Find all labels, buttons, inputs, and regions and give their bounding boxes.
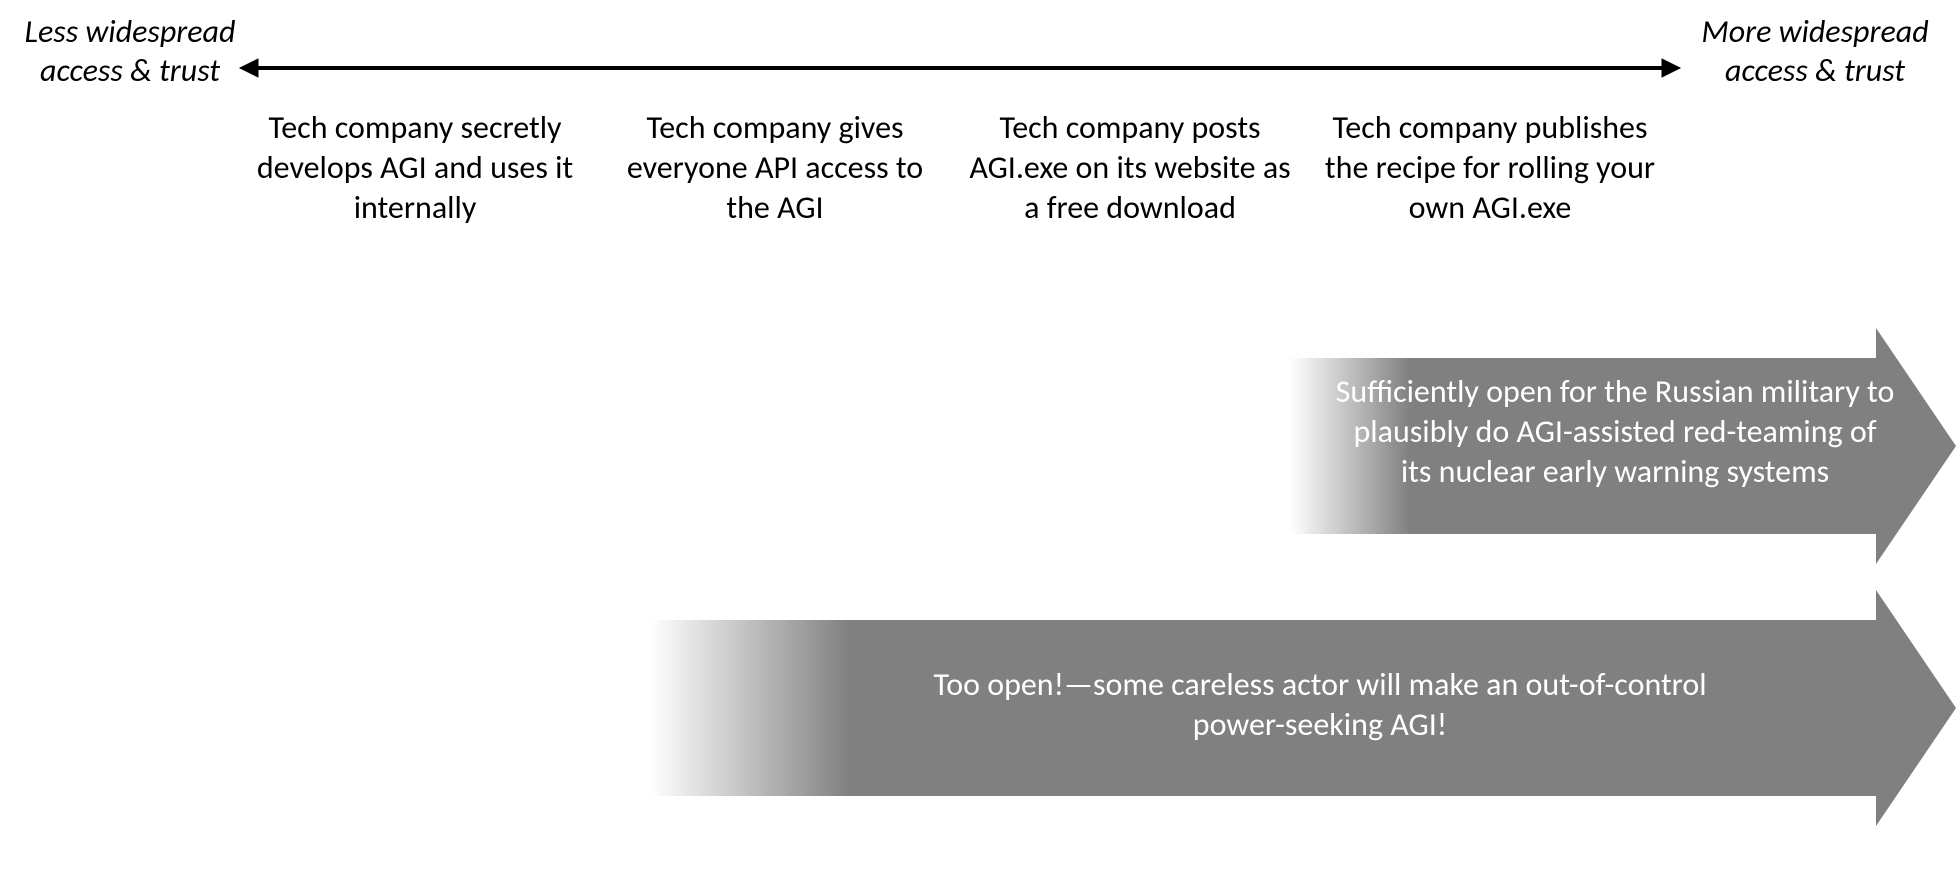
gray-arrow-text: Sufficiently open for the Russian milita… — [1335, 372, 1895, 492]
scenario-text: Tech company posts AGI.exe on its websit… — [969, 108, 1290, 227]
spectrum-left-label: Less widespread access & trust — [20, 12, 240, 90]
spectrum-right-label-text: More widespread access & trust — [1701, 12, 1928, 90]
spectrum-right-label: More widespread access & trust — [1700, 12, 1930, 90]
spectrum-left-label-text: Less widespread access & trust — [25, 12, 236, 90]
scenario-text: Tech company publishes the recipe for ro… — [1325, 108, 1655, 227]
scenario-item: Tech company posts AGI.exe on its websit… — [960, 108, 1300, 228]
scenario-item: Tech company publishes the recipe for ro… — [1320, 108, 1660, 228]
scenario-text: Tech company gives everyone API access t… — [627, 108, 923, 227]
scenario-item: Tech company gives everyone API access t… — [610, 108, 940, 228]
scenario-text: Tech company secretly develops AGI and u… — [257, 108, 573, 227]
scenario-item: Tech company secretly develops AGI and u… — [240, 108, 590, 228]
gray-arrow-text: Too open!—some careless actor will make … — [920, 665, 1720, 745]
